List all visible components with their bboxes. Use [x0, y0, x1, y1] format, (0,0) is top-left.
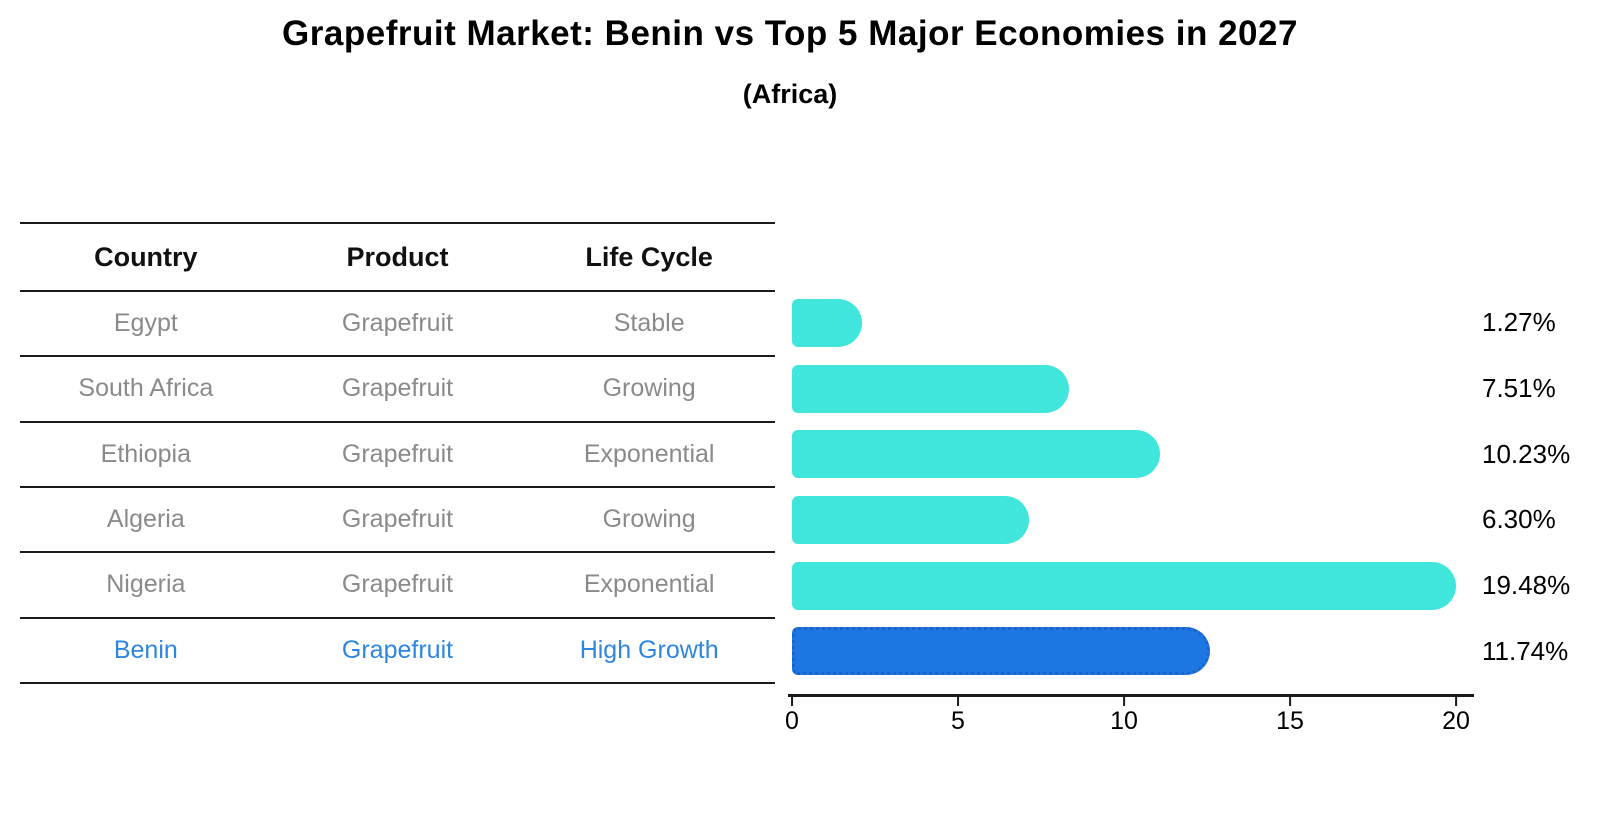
value-label-south-africa: 7.51%	[1482, 373, 1556, 403]
tick-label: 5	[951, 707, 965, 735]
bar-algeria	[792, 495, 1030, 544]
value-label-ethiopia: 10.23%	[1482, 438, 1571, 469]
bar-plot-area	[792, 290, 1456, 684]
table-row-south-africa: South Africa Grapefruit Growing	[20, 357, 775, 423]
life-cycle-cell: High Growth	[579, 635, 719, 664]
country-cell: Egypt	[113, 309, 178, 338]
product-cell: Grapefruit	[341, 635, 454, 664]
table-header-row: Country Product Life Cycle	[20, 224, 775, 292]
tick-mark	[1289, 697, 1291, 706]
bar-row	[792, 290, 1456, 356]
chart-header: Grapefruit Market: Benin vs Top 5 Major …	[0, 14, 1580, 110]
value-label-benin: 11.74%	[1482, 635, 1569, 666]
country-cell: Algeria	[106, 505, 185, 534]
bar-row	[792, 553, 1456, 619]
bar-egypt	[792, 298, 863, 347]
country-cell: Nigeria	[106, 570, 186, 599]
life-cycle-cell: Stable	[613, 309, 685, 338]
bar-nigeria	[792, 561, 1456, 610]
value-label-egypt: 1.27%	[1482, 307, 1556, 338]
value-label-column: 1.27% 7.51% 10.23% 6.30% 19.48% 11.74%	[1482, 290, 1604, 684]
table-row-benin: Benin Grapefruit High Growth	[20, 619, 775, 684]
life-cycle-cell: Growing	[602, 505, 696, 534]
column-header-life-cycle: Life Cycle	[585, 241, 713, 272]
x-tick: 15	[1276, 697, 1304, 736]
bar-row	[792, 421, 1456, 487]
column-header-country: Country	[94, 241, 198, 272]
bar-row	[792, 618, 1456, 684]
bar-row	[792, 487, 1456, 553]
product-cell: Grapefruit	[341, 309, 454, 338]
tick-label: 15	[1276, 707, 1304, 735]
product-cell: Grapefruit	[341, 505, 454, 534]
life-cycle-cell: Exponential	[583, 439, 715, 468]
product-cell: Grapefruit	[341, 570, 454, 599]
tick-label: 10	[1110, 707, 1138, 735]
country-cell: Benin	[113, 635, 178, 664]
table-row-nigeria: Nigeria Grapefruit Exponential	[20, 553, 775, 619]
table-row-algeria: Algeria Grapefruit Growing	[20, 488, 775, 554]
tick-label: 20	[1442, 707, 1470, 735]
x-tick: 0	[785, 697, 799, 736]
value-label-nigeria: 19.48%	[1482, 570, 1571, 601]
x-tick: 20	[1442, 697, 1470, 736]
life-cycle-cell: Exponential	[583, 570, 715, 599]
x-axis-line	[788, 694, 1474, 697]
bar-row	[792, 356, 1456, 422]
country-table: Country Product Life Cycle Egypt Grapefr…	[20, 222, 775, 684]
tick-mark	[791, 697, 793, 706]
tick-mark	[1455, 697, 1457, 706]
x-tick: 5	[951, 697, 965, 736]
value-label-algeria: 6.30%	[1482, 504, 1556, 535]
product-cell: Grapefruit	[341, 374, 454, 403]
product-cell: Grapefruit	[341, 439, 454, 468]
column-header-product: Product	[346, 241, 449, 272]
bar-benin-highlighted	[792, 627, 1210, 676]
table-row-egypt: Egypt Grapefruit Stable	[20, 292, 775, 358]
bar-ethiopia	[792, 430, 1160, 479]
tick-mark	[1123, 697, 1125, 706]
country-cell: Ethiopia	[100, 439, 191, 468]
x-tick: 10	[1110, 697, 1138, 736]
chart-title: Grapefruit Market: Benin vs Top 5 Major …	[282, 14, 1298, 53]
x-axis-ticks: 0 5 10 15 20	[785, 697, 1470, 742]
chart-subtitle: (Africa)	[742, 79, 838, 109]
tick-mark	[957, 697, 959, 706]
table-row-ethiopia: Ethiopia Grapefruit Exponential	[20, 423, 775, 488]
bar-south-africa	[792, 364, 1070, 413]
tick-label: 0	[785, 707, 799, 735]
life-cycle-cell: Growing	[602, 374, 696, 403]
country-cell: South Africa	[78, 374, 214, 403]
